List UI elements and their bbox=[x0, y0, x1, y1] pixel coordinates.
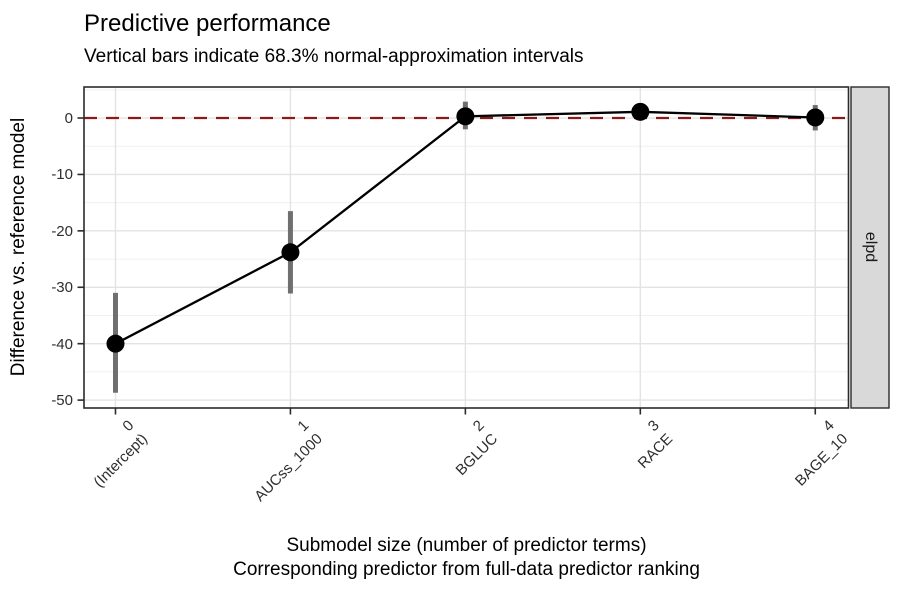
y-tick-label: 0 bbox=[64, 110, 73, 128]
x-axis-title-line2: Corresponding predictor from full-data p… bbox=[233, 559, 700, 580]
facet-strip bbox=[850, 86, 890, 409]
y-tick-label: -30 bbox=[51, 279, 73, 297]
panel-background bbox=[84, 87, 849, 408]
data-point bbox=[456, 107, 475, 126]
y-tick-label: -10 bbox=[51, 166, 73, 184]
plot-title: Predictive performance bbox=[84, 10, 331, 37]
data-point bbox=[806, 108, 825, 127]
plot-subtitle: Vertical bars indicate 68.3% normal-appr… bbox=[84, 46, 584, 67]
facet-strip-label: elpd bbox=[862, 231, 879, 263]
y-tick-label: -50 bbox=[51, 392, 73, 410]
panel-border bbox=[83, 86, 850, 409]
y-tick-label: -20 bbox=[51, 222, 73, 240]
data-point bbox=[281, 243, 300, 262]
x-axis-title-line1: Submodel size (number of predictor terms… bbox=[286, 535, 647, 556]
data-point bbox=[106, 334, 125, 353]
y-tick-label: -40 bbox=[51, 335, 73, 353]
data-point bbox=[631, 102, 650, 121]
